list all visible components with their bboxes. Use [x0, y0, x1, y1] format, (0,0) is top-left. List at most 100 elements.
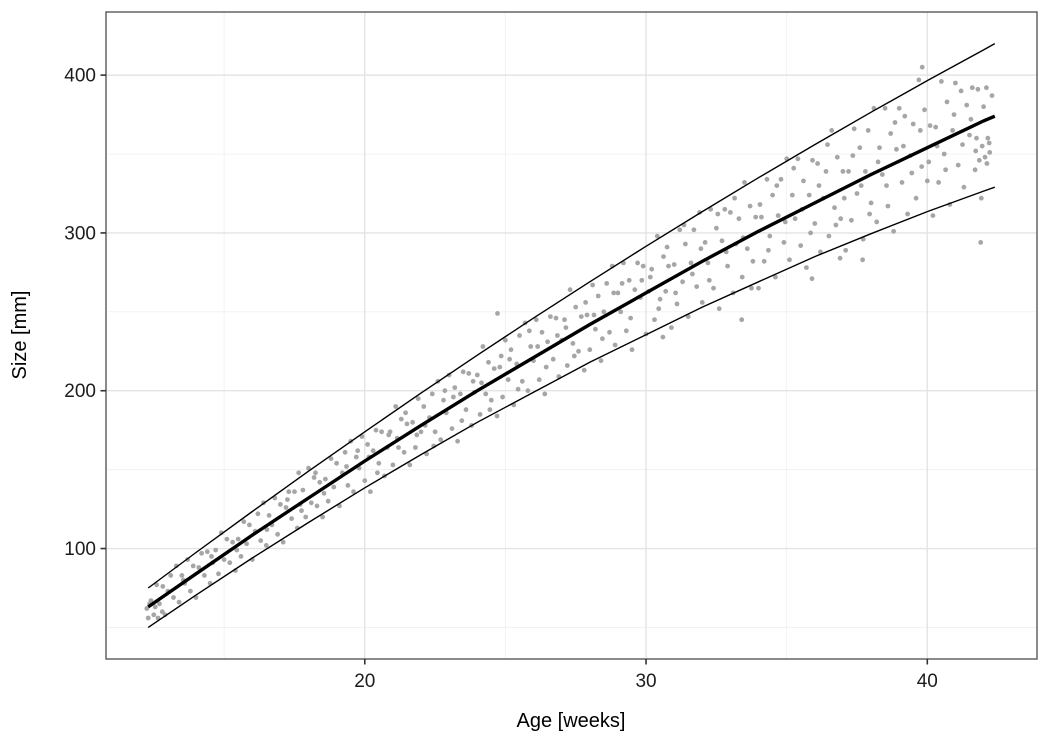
- data-point: [767, 233, 773, 239]
- data-point: [677, 227, 683, 233]
- data-point: [804, 265, 809, 270]
- data-point: [562, 317, 567, 323]
- data-point: [766, 247, 771, 253]
- y-tick-label: 100: [64, 539, 96, 560]
- data-point: [460, 369, 466, 375]
- data-point: [664, 244, 670, 250]
- data-point: [235, 536, 241, 542]
- data-point: [545, 339, 550, 345]
- data-point: [632, 287, 638, 293]
- data-point: [505, 377, 511, 383]
- data-point: [593, 326, 598, 332]
- data-point: [230, 539, 236, 545]
- data-point: [863, 169, 868, 174]
- data-point: [764, 176, 770, 182]
- data-point: [525, 388, 531, 394]
- data-point: [403, 410, 408, 416]
- data-point: [775, 213, 781, 219]
- data-point: [421, 404, 427, 409]
- data-point: [488, 397, 494, 403]
- data-point: [498, 353, 504, 359]
- data-point: [615, 290, 621, 296]
- data-point: [255, 511, 261, 517]
- data-point: [826, 233, 832, 239]
- data-point: [550, 356, 556, 362]
- data-point: [753, 214, 759, 220]
- data-point: [757, 202, 763, 207]
- data-point: [317, 479, 323, 485]
- data-point: [958, 88, 964, 94]
- data-point: [442, 388, 448, 394]
- data-point: [258, 538, 264, 543]
- data-point: [486, 359, 491, 365]
- data-point: [629, 347, 635, 353]
- data-point: [303, 514, 309, 520]
- data-point: [854, 191, 860, 196]
- data-point: [660, 334, 666, 340]
- data-point: [368, 489, 373, 495]
- data-point: [280, 539, 286, 545]
- data-point: [666, 263, 671, 269]
- data-point: [739, 317, 745, 323]
- data-point: [570, 341, 576, 346]
- data-point: [503, 337, 508, 343]
- data-point: [221, 557, 227, 562]
- data-point: [480, 344, 486, 349]
- data-point: [877, 145, 882, 151]
- data-point: [851, 126, 857, 132]
- data-point: [974, 135, 979, 141]
- data-point: [874, 219, 880, 225]
- data-point: [656, 306, 662, 312]
- data-point: [477, 412, 483, 417]
- data-point: [705, 260, 711, 266]
- data-point: [809, 276, 815, 282]
- data-point: [868, 200, 874, 206]
- data-point: [846, 169, 851, 174]
- data-point: [919, 164, 925, 170]
- data-point: [283, 505, 289, 510]
- x-tick-label: 40: [917, 671, 938, 692]
- data-point: [160, 584, 166, 589]
- data-point: [470, 378, 476, 384]
- data-point: [413, 445, 418, 450]
- data-point: [151, 612, 157, 618]
- data-point: [706, 277, 712, 283]
- data-point: [157, 601, 162, 607]
- data-point: [202, 573, 207, 578]
- data-point: [837, 255, 843, 261]
- data-point: [455, 438, 460, 444]
- data-point: [838, 216, 844, 222]
- data-point: [922, 107, 927, 113]
- data-point: [663, 288, 669, 294]
- data-point: [891, 228, 896, 234]
- data-point: [657, 296, 663, 302]
- data-point: [571, 353, 577, 359]
- data-point: [607, 329, 612, 335]
- data-point: [515, 386, 521, 392]
- data-point: [635, 260, 640, 266]
- data-point: [816, 183, 822, 189]
- data-point: [761, 258, 767, 264]
- data-point: [860, 257, 865, 263]
- data-point: [285, 497, 290, 502]
- data-point: [919, 64, 925, 70]
- data-point: [716, 306, 722, 312]
- data-point: [600, 336, 605, 342]
- data-point: [320, 514, 325, 520]
- data-point: [901, 143, 906, 149]
- data-point: [188, 588, 193, 594]
- data-point: [930, 213, 936, 219]
- data-point: [154, 582, 160, 588]
- data-point: [311, 475, 317, 480]
- data-point: [344, 464, 349, 469]
- data-point: [857, 145, 863, 151]
- data-point: [576, 348, 581, 354]
- data-point: [407, 462, 413, 468]
- data-point: [401, 449, 407, 455]
- data-point: [355, 448, 361, 454]
- data-point: [899, 180, 905, 185]
- data-point: [152, 604, 158, 610]
- data-point: [694, 284, 700, 289]
- data-point: [179, 573, 185, 578]
- data-point: [702, 240, 708, 245]
